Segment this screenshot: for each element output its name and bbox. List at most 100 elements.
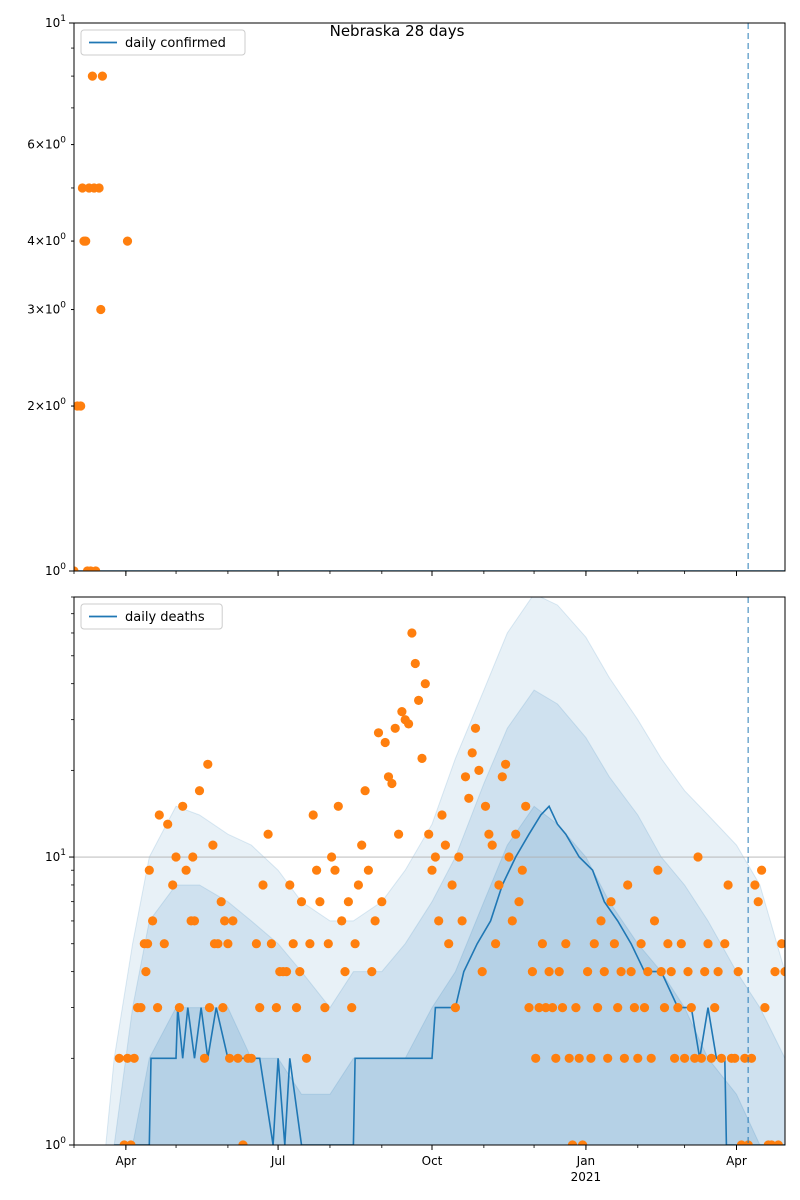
- data-point: [225, 1053, 235, 1063]
- legend-label: daily confirmed: [125, 36, 226, 51]
- data-point: [537, 939, 548, 949]
- data-point: [521, 801, 531, 811]
- data-point: [531, 1053, 541, 1063]
- data-point: [263, 829, 273, 839]
- data-point: [683, 967, 693, 977]
- data-point: [710, 1003, 720, 1013]
- data-point: [168, 880, 178, 890]
- data-point: [308, 810, 318, 820]
- data-point: [363, 865, 373, 875]
- data-point: [507, 916, 517, 926]
- data-point: [337, 916, 347, 926]
- data-point: [551, 1053, 561, 1063]
- data-point: [347, 1003, 357, 1013]
- data-point: [716, 1053, 727, 1063]
- data-point: [557, 1003, 568, 1013]
- data-point: [676, 939, 686, 949]
- data-point: [194, 786, 205, 796]
- data-point: [97, 71, 107, 81]
- legend: daily deaths: [80, 603, 223, 630]
- data-point: [377, 897, 387, 907]
- legend-label: daily deaths: [125, 610, 205, 625]
- data-point: [547, 1003, 558, 1013]
- data-point: [460, 772, 471, 782]
- data-point: [470, 723, 481, 733]
- data-point: [633, 1053, 643, 1063]
- data-point: [390, 723, 400, 733]
- data-point: [541, 1003, 551, 1013]
- data-point: [693, 852, 703, 862]
- data-point: [609, 939, 620, 949]
- data-point: [437, 810, 447, 820]
- data-point: [340, 967, 350, 977]
- data-point: [114, 1053, 124, 1063]
- data-point: [144, 865, 154, 875]
- legend-box: [80, 603, 223, 630]
- y-tick-label: 4×100: [27, 232, 66, 248]
- data-point: [296, 897, 307, 907]
- data-point: [291, 1003, 302, 1013]
- data-point: [696, 1053, 707, 1063]
- data-point: [464, 793, 474, 803]
- data-point: [619, 1053, 630, 1063]
- y-tick-label: 100: [45, 1136, 66, 1152]
- data-point: [427, 865, 437, 875]
- data-point: [330, 865, 340, 875]
- data-point: [713, 967, 723, 977]
- data-point: [578, 1140, 588, 1145]
- data-point: [760, 1003, 770, 1013]
- data-point: [91, 566, 101, 571]
- axes-frame: [73, 22, 786, 572]
- data-point: [188, 852, 198, 862]
- data-point: [327, 852, 337, 862]
- data-point: [397, 707, 407, 717]
- data-point: [233, 1053, 243, 1063]
- data-point: [740, 1053, 750, 1063]
- data-point: [440, 840, 450, 850]
- data-point: [424, 829, 434, 839]
- data-point: [258, 880, 268, 890]
- data-point: [357, 840, 367, 850]
- data-point: [414, 695, 424, 706]
- data-point: [723, 880, 733, 890]
- data-point: [126, 1140, 136, 1145]
- data-point: [757, 865, 767, 875]
- data-point: [228, 916, 238, 926]
- data-point: [315, 897, 325, 907]
- data-point: [603, 1053, 613, 1063]
- data-point: [690, 1053, 700, 1063]
- data-point: [312, 865, 322, 875]
- data-point: [444, 939, 454, 949]
- data-point: [720, 939, 730, 949]
- data-point: [514, 897, 524, 907]
- plot-area: [74, 597, 785, 1145]
- data-point: [246, 1053, 256, 1063]
- data-point: [746, 1053, 757, 1063]
- data-point: [76, 401, 86, 411]
- data-point: [454, 852, 464, 862]
- x-tick-label: Apr: [115, 1154, 136, 1168]
- data-point: [320, 1003, 330, 1013]
- data-point: [474, 765, 484, 776]
- data-point: [163, 819, 173, 829]
- data-point: [301, 1053, 312, 1063]
- data-point: [487, 840, 497, 850]
- data-point: [589, 939, 599, 949]
- data-point: [410, 658, 420, 669]
- data-point: [450, 1003, 460, 1013]
- data-point: [181, 865, 191, 875]
- data-point: [213, 939, 223, 949]
- data-point: [122, 236, 133, 246]
- data-point: [203, 759, 213, 769]
- data-point: [639, 1003, 650, 1013]
- data-point: [367, 967, 377, 977]
- data-point: [143, 939, 153, 949]
- data-point: [561, 939, 571, 949]
- data-point: [136, 1003, 146, 1013]
- legend-box: [80, 29, 246, 56]
- data-point: [223, 939, 233, 949]
- data-point: [636, 939, 646, 949]
- figure-title: Nebraska 28 days: [330, 22, 465, 40]
- data-point: [430, 852, 440, 862]
